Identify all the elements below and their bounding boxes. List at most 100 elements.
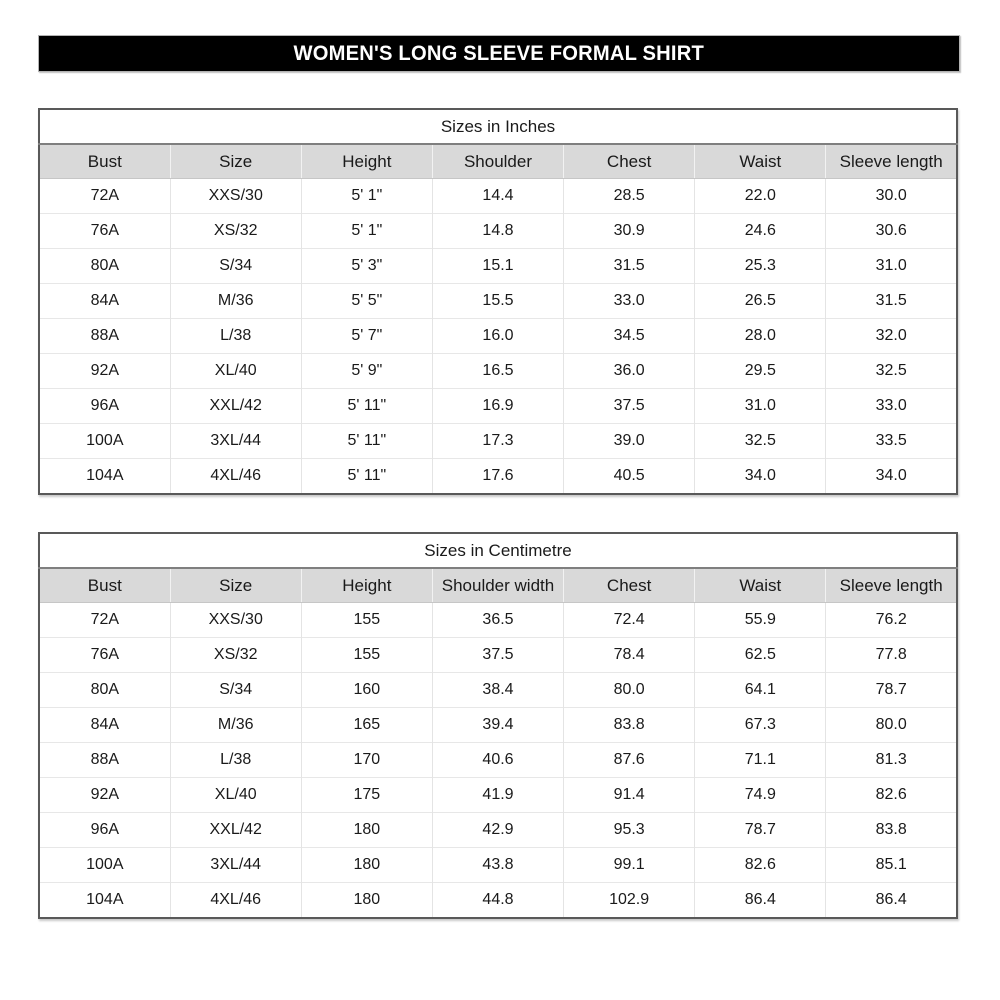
table-cell: 84A (39, 283, 171, 319)
table-cell: XS/32 (169, 213, 302, 249)
product-title-banner: WOMEN'S LONG SLEEVE FORMAL SHIRT (38, 35, 960, 72)
table-cell: XS/32 (169, 637, 302, 673)
table-cell: 80A (39, 248, 171, 284)
table-cell: 32.5 (694, 423, 826, 459)
table-cell: 15.1 (431, 248, 564, 284)
table-cell: 71.1 (694, 742, 826, 778)
table-cell: 5' 1" (300, 213, 433, 249)
table-cell: 76.2 (825, 602, 957, 638)
table-cell: 36.5 (431, 602, 564, 638)
table-cell: 39.4 (431, 707, 564, 743)
table-cell: 180 (300, 847, 433, 883)
table-cell: 5' 11" (300, 388, 433, 424)
table-cell: L/38 (169, 742, 302, 778)
table-row: 104A 4XL/46 5' 11" 17.6 40.5 34.0 34.0 (39, 458, 957, 494)
table-cell: 180 (300, 882, 433, 918)
table-row: 84A M/36 5' 5" 15.5 33.0 26.5 31.5 (39, 283, 957, 319)
table-cell: 14.8 (431, 213, 564, 249)
table-caption-row: Sizes in Inches (39, 109, 957, 145)
table-cell: 76A (39, 213, 171, 249)
table-cell: 17.3 (431, 423, 564, 459)
table-row: 88A L/38 170 40.6 87.6 71.1 81.3 (39, 742, 957, 778)
table-cell: 72.4 (563, 602, 695, 638)
table-cell: 88A (39, 318, 171, 354)
table-cell: 86.4 (694, 882, 826, 918)
table-caption-row: Sizes in Centimetre (39, 533, 957, 569)
table-cell: 87.6 (563, 742, 695, 778)
table-cell: 62.5 (694, 637, 826, 673)
table-cell: 4XL/46 (169, 458, 302, 494)
column-header: Bust (39, 568, 171, 603)
table-cell: 81.3 (825, 742, 957, 778)
column-header: Height (300, 144, 433, 179)
table-row: 88A L/38 5' 7" 16.0 34.5 28.0 32.0 (39, 318, 957, 354)
table-cell: 32.0 (825, 318, 957, 354)
table-cell: 40.5 (563, 458, 695, 494)
table-cell: 33.0 (825, 388, 957, 424)
table-cell: XL/40 (169, 353, 302, 389)
table-cell: 83.8 (563, 707, 695, 743)
table-cell: XXL/42 (169, 388, 302, 424)
table-cell: 34.0 (694, 458, 826, 494)
table-cell: 95.3 (563, 812, 695, 848)
table-cell: 96A (39, 388, 171, 424)
column-header: Shoulder width (431, 568, 564, 603)
table-cell: 31.5 (825, 283, 957, 319)
table-cell: 37.5 (431, 637, 564, 673)
table-cell: 4XL/46 (169, 882, 302, 918)
table-cell: 82.6 (825, 777, 957, 813)
table-header-row: Bust Size Height Shoulder Chest Waist Sleeve l… (39, 144, 957, 179)
table-cell: XXL/42 (169, 812, 302, 848)
column-header: Waist (694, 568, 826, 603)
table-cell: 44.8 (431, 882, 564, 918)
table-row: 92A XL/40 175 41.9 91.4 74.9 82.6 (39, 777, 957, 813)
sizes-in-inches-table: Sizes in Inches Bust Size Height Shoulder Ch… (38, 108, 958, 495)
table-cell: 83.8 (825, 812, 957, 848)
table-cell: L/38 (169, 318, 302, 354)
table-cell: 170 (300, 742, 433, 778)
column-header: Waist (694, 144, 826, 179)
table-cell: 39.0 (563, 423, 695, 459)
table-cell: 160 (300, 672, 433, 708)
column-header: Shoulder (431, 144, 564, 179)
table-cell: 16.5 (431, 353, 564, 389)
table-cell: 26.5 (694, 283, 826, 319)
table-cell: 72A (90, 611, 120, 628)
table-row: 100A 3XL/44 5' 11" 17.3 39.0 32.5 33.5 (39, 423, 957, 459)
table-cell: 36.0 (563, 353, 695, 389)
table-cell: 91.4 (563, 777, 695, 813)
table-cell: 104A (39, 882, 171, 918)
table-cell: 78.7 (694, 812, 826, 848)
table-cell: 33.0 (563, 283, 695, 319)
column-header: Size (169, 144, 302, 179)
table-cell: 76A (39, 637, 171, 673)
table-row: 76A XS/32 155 37.5 78.4 62.5 77.8 (39, 637, 957, 673)
table-cell: 78.7 (825, 672, 957, 708)
table-cell: 92A (39, 353, 171, 389)
table-caption: Sizes in Centimetre (39, 533, 957, 569)
table-row: 96A XXL/42 5' 11" 16.9 37.5 31.0 33.0 (39, 388, 957, 424)
table-cell: 31.0 (694, 388, 826, 424)
table-cell: 30.6 (825, 213, 957, 249)
table-body: 72A XXS/30 5' 1" 14.4 28.5 22.0 30.0 76A XS/32 5'… (39, 178, 957, 494)
table-cell: 14.4 (431, 178, 564, 214)
table-cell: 33.5 (825, 423, 957, 459)
table-row: 72A XXS/30 5' 1" 14.4 28.5 22.0 30.0 (39, 178, 957, 214)
table-cell: 34.5 (563, 318, 695, 354)
table-cell: 17.6 (431, 458, 564, 494)
table-cell: 180 (300, 812, 433, 848)
table-cell: 15.5 (431, 283, 564, 319)
table-row: 84A M/36 165 39.4 83.8 67.3 80.0 (39, 707, 957, 743)
table-cell: 30.9 (563, 213, 695, 249)
table-cell: 67.3 (694, 707, 826, 743)
table-cell: 104A (39, 458, 171, 494)
table-cell: 80.0 (825, 707, 957, 743)
table-cell: 25.3 (694, 248, 826, 284)
table-row: 80A S/34 160 38.4 80.0 64.1 78.7 (39, 672, 957, 708)
table-cell: 16.0 (431, 318, 564, 354)
column-header: Chest (563, 568, 695, 603)
table-cell: 175 (300, 777, 433, 813)
table-cell: 24.6 (694, 213, 826, 249)
table-cell: 84A (39, 707, 171, 743)
table-cell: 92A (39, 777, 171, 813)
